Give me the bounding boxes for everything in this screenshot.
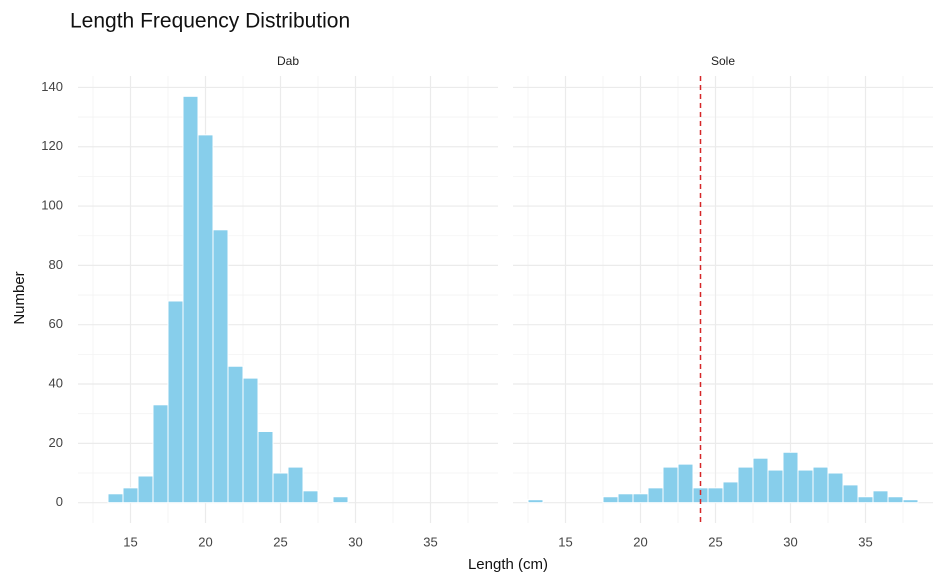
bar [527,499,544,504]
y-tick-label: 100 [41,198,63,213]
bar [857,496,874,504]
x-tick-label: 25 [708,534,722,549]
chart-title: Length Frequency Distribution [70,10,350,33]
y-tick-label: 120 [41,138,63,153]
facet-label: Dab [277,54,299,68]
bar [767,469,784,504]
bar [182,95,199,504]
bar [272,472,289,504]
y-tick-label: 0 [56,494,63,509]
bar [332,496,349,504]
y-tick-label: 40 [49,375,63,390]
bar [257,430,274,504]
bar [722,481,739,504]
x-tick-label: 20 [633,534,647,549]
bar [782,451,799,504]
bar [302,490,319,504]
bar [677,463,694,504]
bar [887,496,904,504]
x-tick-label: 30 [783,534,797,549]
y-tick-label: 60 [49,316,63,331]
bar [137,475,154,504]
bar [212,229,229,504]
bar [737,466,754,504]
y-tick-label: 20 [49,435,63,450]
bar [842,484,859,504]
bar [752,457,769,504]
x-axis-title: Length (cm) [468,556,548,573]
y-tick-label: 80 [49,257,63,272]
x-tick-label: 15 [558,534,572,549]
bar [287,466,304,504]
y-axis-title: Number [11,271,28,324]
bar [242,377,259,504]
x-tick-label: 25 [273,534,287,549]
bar [197,134,214,504]
bar [167,300,184,504]
bar [812,466,829,504]
bar [902,499,919,504]
bar [707,487,724,504]
bar [632,493,649,504]
bar [122,487,139,504]
x-tick-label: 35 [858,534,872,549]
y-tick-label: 140 [41,79,63,94]
bar [602,496,619,504]
bar [107,493,124,504]
bar [827,472,844,504]
bar [662,466,679,504]
x-tick-label: 20 [198,534,212,549]
x-tick-label: 35 [423,534,437,549]
bar [152,404,169,504]
bar [617,493,634,504]
bar [797,469,814,504]
facet-label: Sole [711,54,735,68]
x-tick-label: 15 [123,534,137,549]
bar [872,490,889,504]
bar [647,487,664,504]
bar [227,365,244,504]
x-tick-label: 30 [348,534,362,549]
